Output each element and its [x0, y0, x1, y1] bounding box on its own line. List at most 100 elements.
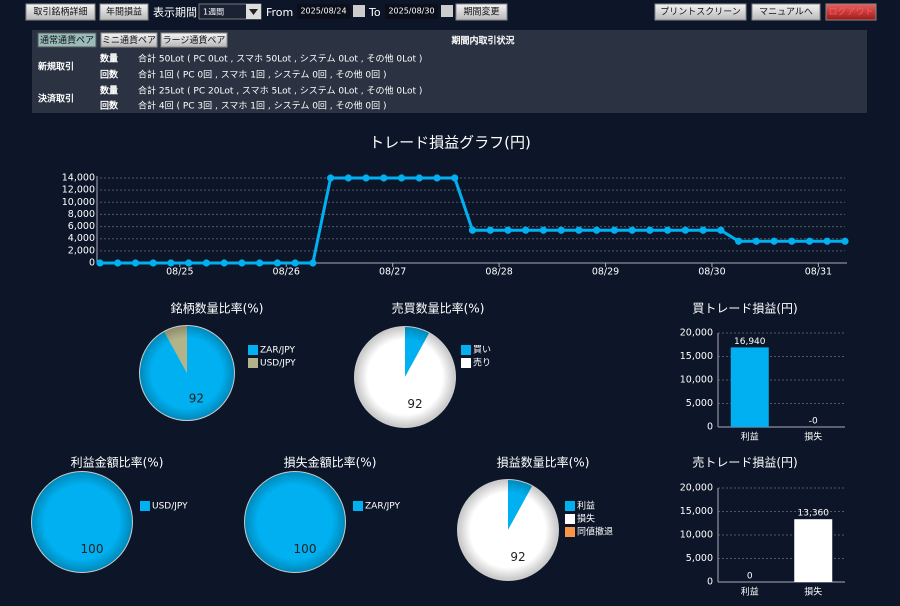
y-tick-label: 10,000 [62, 197, 95, 208]
data-label: 13,360 [798, 509, 830, 519]
point [114, 259, 122, 267]
group-label: 新規取引 [38, 61, 74, 73]
point [362, 174, 370, 182]
legend-label: 買い [473, 345, 491, 356]
toolbar: 取引銘柄詳細 年間損益 表示期間 1週間 From 2025/08/24 To … [25, 3, 877, 21]
logout-button[interactable] [825, 3, 877, 21]
legend-label: USD/JPY [152, 502, 188, 512]
point [539, 226, 548, 234]
point [433, 174, 441, 182]
x-tick-label: 利益 [741, 431, 759, 443]
button[interactable] [99, 3, 149, 21]
point [220, 259, 228, 267]
tab[interactable] [37, 32, 97, 48]
y-tick-label: 14,000 [62, 173, 95, 184]
button[interactable] [751, 3, 821, 21]
x-tick-label: 利益 [741, 586, 759, 598]
row-label: 数量 [100, 53, 118, 65]
tab[interactable] [100, 32, 158, 48]
summary-title: 期間内取引状況 [451, 35, 514, 47]
point [149, 259, 157, 267]
calendar-icon[interactable] [441, 5, 453, 17]
pie-shade [245, 472, 345, 572]
button-label[interactable]: プリントスクリーン [660, 7, 741, 18]
legend-label: ZAR/JPY [365, 502, 400, 512]
row-label: 回数 [100, 69, 119, 81]
data-label: 92 [407, 397, 422, 411]
chart-title: 銘柄数量比率(%) [171, 301, 264, 316]
y-tick-label: 6,000 [68, 221, 95, 232]
summary-panel: 通常通貨ペア ミニ通貨ペア ラージ通貨ペア 期間内取引状況 新規取引 数量 合計… [32, 30, 867, 113]
chart-title: 売トレード損益(円) [692, 455, 797, 470]
pie-shade [140, 326, 234, 420]
point [575, 226, 583, 234]
legend-label: 同値撤退 [577, 526, 613, 538]
button-label[interactable]: 期間変更 [463, 6, 499, 18]
point [593, 226, 601, 234]
y-tick-label: 15,000 [680, 351, 713, 362]
label: 表示期間 [153, 5, 197, 19]
bar [730, 347, 769, 427]
point [805, 237, 814, 245]
y-tick-label: 8,000 [68, 209, 95, 220]
point [256, 259, 264, 267]
x-tick-label: 08/26 [273, 267, 300, 278]
pie-shade [458, 480, 558, 580]
point [397, 174, 406, 182]
point [486, 226, 494, 234]
x-tick-label: 損失 [804, 431, 822, 443]
date-input[interactable] [385, 4, 438, 19]
point [309, 259, 317, 267]
tab-label[interactable]: ラージ通貨ペア [163, 34, 226, 46]
calendar-icon[interactable] [353, 5, 365, 17]
legend-swatch [565, 514, 575, 524]
data-label: 92 [510, 550, 525, 564]
legend-swatch [248, 358, 258, 368]
point [557, 226, 565, 234]
point [380, 174, 388, 182]
x-tick-label: 08/30 [698, 267, 725, 278]
point [770, 237, 778, 245]
button[interactable] [455, 3, 508, 21]
y-tick-label: 12,000 [62, 185, 95, 196]
point [326, 174, 335, 182]
point [752, 237, 760, 245]
button-label[interactable]: 取引銘柄詳細 [33, 6, 87, 18]
tab-label[interactable]: ミニ通貨ペア [102, 34, 156, 46]
point [273, 259, 281, 267]
point [522, 226, 530, 234]
date-input[interactable] [297, 4, 350, 19]
select-value[interactable]: 1週間 [203, 8, 224, 17]
legend-swatch [461, 345, 471, 355]
tab-label[interactable]: 通常通貨ペア [40, 34, 94, 46]
button-label[interactable]: ログアウト [828, 6, 873, 18]
date-value[interactable]: 2025/08/24 [300, 7, 346, 16]
button-label[interactable]: 年間損益 [106, 6, 142, 18]
y-tick-label: 4,000 [68, 233, 95, 244]
bar [794, 519, 833, 582]
x-tick-label: 08/27 [379, 267, 406, 278]
chart-title: トレード損益グラフ(円) [369, 134, 531, 152]
button-label[interactable]: マニュアルへ [759, 8, 813, 18]
legend-swatch [353, 501, 363, 511]
x-tick-label: 08/31 [805, 267, 832, 278]
row-text: 合計 25Lot ( PC 20Lot , スマホ 5Lot , システム 0L… [138, 85, 422, 97]
x-tick-label: 08/28 [485, 267, 512, 278]
point [681, 226, 689, 234]
button[interactable] [654, 3, 747, 21]
point [468, 226, 477, 234]
date-value[interactable]: 2025/08/30 [388, 7, 434, 16]
button[interactable] [25, 3, 96, 21]
point [344, 174, 352, 182]
legend-swatch [248, 345, 258, 355]
y-tick-label: 15,000 [680, 506, 713, 517]
data-label: 100 [294, 542, 317, 556]
chart-title: 買トレード損益(円) [692, 301, 797, 316]
legend-swatch [140, 501, 150, 511]
point [291, 259, 299, 267]
point [699, 226, 707, 234]
row-label: 数量 [100, 85, 118, 97]
tab[interactable] [160, 32, 228, 48]
legend-swatch [461, 358, 471, 368]
